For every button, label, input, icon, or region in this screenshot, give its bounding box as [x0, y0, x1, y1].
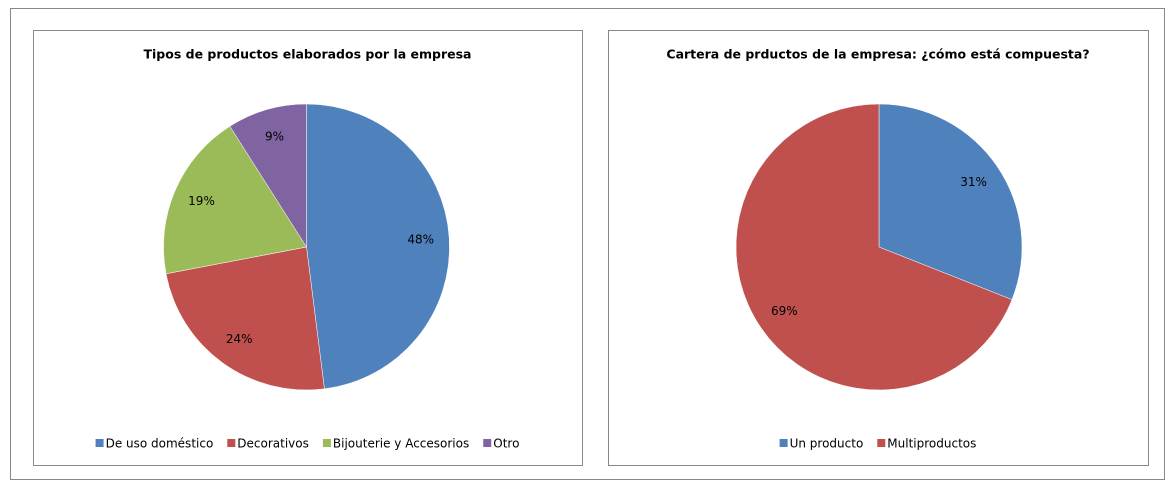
legend-swatch	[779, 439, 788, 447]
pie-slice	[163, 125, 307, 275]
pie-slice	[878, 103, 1023, 300]
chart-title: Tipos de productos elaborados por la emp…	[144, 47, 472, 62]
legend-swatch	[877, 439, 886, 447]
pie-slice	[165, 246, 325, 391]
legend-label: Bijouterie y Accesorios	[333, 437, 469, 451]
legend-label: Un producto	[790, 437, 864, 451]
pie-slice	[735, 103, 1013, 391]
data-label: 24%	[226, 332, 253, 346]
data-label: 31%	[960, 175, 987, 189]
legend-label: Decorativos	[237, 437, 309, 451]
legend-swatch	[483, 439, 492, 447]
legend-label: Multiproductos	[887, 437, 976, 451]
data-label: 9%	[265, 130, 284, 144]
pie-slice	[306, 103, 450, 390]
data-label: 48%	[407, 232, 434, 246]
legend-swatch	[227, 439, 236, 447]
legend-label: De uso doméstico	[106, 437, 214, 451]
legend-swatch	[322, 439, 331, 447]
data-label: 19%	[188, 194, 215, 208]
pie-slice	[229, 103, 307, 248]
chart-title: Cartera de prductos de la empresa: ¿cómo…	[666, 47, 1089, 62]
data-label: 69%	[771, 304, 798, 318]
legend-swatch	[95, 439, 104, 447]
legend-label: Otro	[493, 437, 519, 451]
